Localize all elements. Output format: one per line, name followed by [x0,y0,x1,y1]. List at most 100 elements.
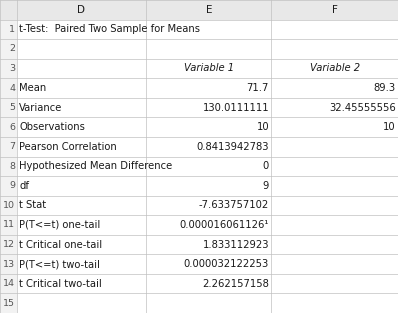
Bar [271,156,398,176]
Bar [146,274,271,294]
Bar [0,235,17,254]
Text: 10: 10 [383,122,396,132]
Text: 4: 4 [9,84,15,93]
Bar [17,39,146,59]
Text: 3: 3 [9,64,15,73]
Bar [0,254,17,274]
Bar [146,254,271,274]
Bar [0,294,17,313]
Bar [146,156,271,176]
Bar [146,215,271,235]
Text: F: F [332,5,338,15]
Bar [271,294,398,313]
Bar [17,215,146,235]
Bar [146,0,271,19]
Text: 0.000016061126¹: 0.000016061126¹ [179,220,269,230]
Bar [0,196,17,215]
Bar [17,196,146,215]
Text: 10: 10 [3,201,15,210]
Bar [17,176,146,196]
Bar [146,19,271,39]
Bar [17,98,146,117]
Bar [146,235,271,254]
Text: 10: 10 [256,122,269,132]
Text: 0.000032122253: 0.000032122253 [184,259,269,269]
Bar [0,176,17,196]
Text: 12: 12 [3,240,15,249]
Bar [271,98,398,117]
Text: 2: 2 [9,44,15,54]
Bar [271,59,398,78]
Text: 5: 5 [9,103,15,112]
Bar [146,39,271,59]
Text: D: D [77,5,86,15]
Text: 71.7: 71.7 [247,83,269,93]
Bar [17,117,146,137]
Bar [146,98,271,117]
Text: 9: 9 [9,181,15,190]
Bar [17,19,146,39]
Bar [271,176,398,196]
Bar [0,117,17,137]
Text: 1.833112923: 1.833112923 [203,239,269,249]
Text: t Critical two-tail: t Critical two-tail [19,279,102,289]
Text: 15: 15 [3,299,15,308]
Text: 0.8413942783: 0.8413942783 [197,142,269,152]
Text: P(T<=t) one-tail: P(T<=t) one-tail [19,220,100,230]
Bar [0,274,17,294]
Bar [0,19,17,39]
Text: 9: 9 [263,181,269,191]
Bar [17,137,146,156]
Text: 130.0111111: 130.0111111 [203,103,269,113]
Bar [271,254,398,274]
Bar [17,294,146,313]
Bar [0,137,17,156]
Bar [271,117,398,137]
Bar [271,19,398,39]
Text: 89.3: 89.3 [373,83,396,93]
Text: P(T<=t) two-tail: P(T<=t) two-tail [19,259,100,269]
Bar [146,176,271,196]
Bar [271,196,398,215]
Text: Variable 2: Variable 2 [310,64,360,74]
Bar [17,0,146,19]
Bar [271,0,398,19]
Bar [271,137,398,156]
Text: 1: 1 [9,25,15,34]
Bar [17,156,146,176]
Text: 32.45555556: 32.45555556 [329,103,396,113]
Bar [0,0,17,19]
Text: Pearson Correlation: Pearson Correlation [19,142,117,152]
Text: t Stat: t Stat [19,200,46,210]
Bar [271,78,398,98]
Bar [0,98,17,117]
Text: t-Test:  Paired Two Sample for Means: t-Test: Paired Two Sample for Means [19,24,200,34]
Bar [0,78,17,98]
Bar [271,215,398,235]
Bar [0,39,17,59]
Bar [0,59,17,78]
Text: Observations: Observations [19,122,85,132]
Bar [146,137,271,156]
Text: 7: 7 [9,142,15,151]
Text: 2.262157158: 2.262157158 [202,279,269,289]
Text: Hypothesized Mean Difference: Hypothesized Mean Difference [19,161,172,171]
Text: 6: 6 [9,123,15,132]
Bar [271,235,398,254]
Bar [0,156,17,176]
Bar [17,274,146,294]
Bar [17,235,146,254]
Text: -7.633757102: -7.633757102 [199,200,269,210]
Text: Variance: Variance [19,103,62,113]
Bar [0,215,17,235]
Text: 8: 8 [9,162,15,171]
Text: 0: 0 [263,161,269,171]
Bar [146,196,271,215]
Text: Mean: Mean [19,83,46,93]
Bar [17,78,146,98]
Text: 13: 13 [3,259,15,269]
Text: df: df [19,181,29,191]
Bar [271,274,398,294]
Bar [146,78,271,98]
Bar [271,39,398,59]
